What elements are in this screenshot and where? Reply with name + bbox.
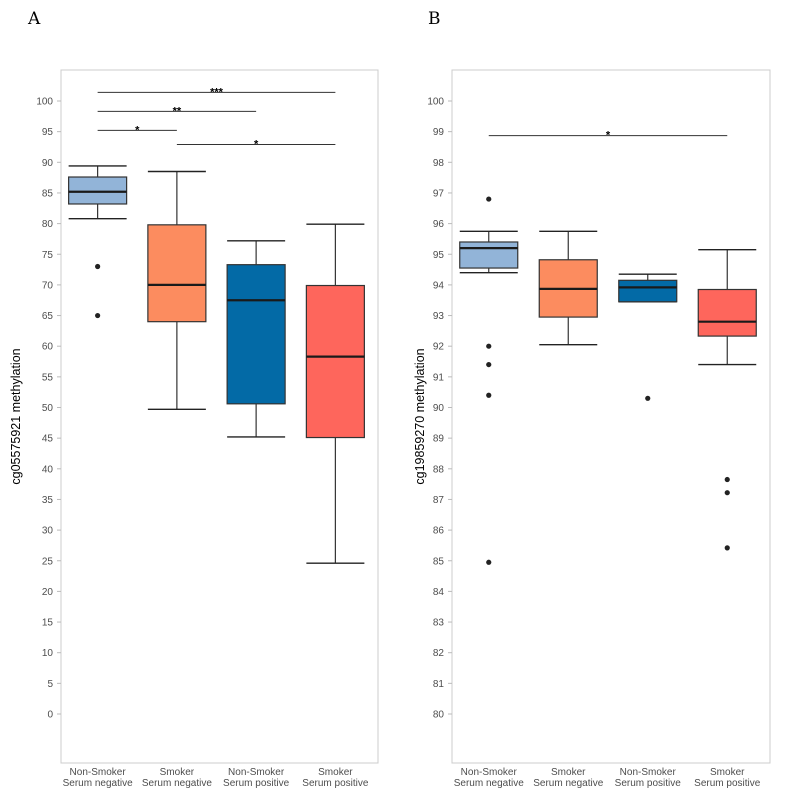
panel-label: B xyxy=(428,9,441,29)
y-tick-label: 96 xyxy=(433,219,445,230)
y-axis-label: cg05575921 methylation xyxy=(9,348,23,484)
x-tick-label: Serum positive xyxy=(302,778,369,789)
y-tick-label: 15 xyxy=(42,618,54,629)
x-tick-label: Smoker xyxy=(318,767,353,778)
y-tick-label: 85 xyxy=(433,556,445,567)
y-tick-label: 75 xyxy=(42,250,54,261)
y-tick-label: 90 xyxy=(42,158,54,169)
significance-label: *** xyxy=(210,86,224,98)
panel-A: A 0 5 10 15 20 25 30 35 40 45 50 55 60 65 70 75 80 85 90 95 1… xyxy=(9,9,379,789)
x-tick-label: Serum positive xyxy=(694,778,761,789)
significance-label: * xyxy=(254,139,259,151)
outlier-point xyxy=(724,476,730,483)
x-tick-label: Non-Smoker xyxy=(461,767,518,778)
x-tick-label: Non-Smoker xyxy=(228,767,285,778)
significance-label: * xyxy=(606,130,611,142)
significance-label: * xyxy=(135,124,140,136)
y-tick-label: 91 xyxy=(433,372,445,383)
box-iqr xyxy=(697,288,757,337)
x-tick-label: Serum positive xyxy=(615,778,682,789)
box-2 xyxy=(147,170,207,411)
y-tick-label: 30 xyxy=(42,526,54,537)
x-tick-label: Serum negative xyxy=(533,778,603,789)
y-axis-label: cg19859270 methylation xyxy=(413,348,427,484)
y-tick-label: 5 xyxy=(47,679,53,690)
x-tick-label: Smoker xyxy=(551,767,586,778)
y-tick-label: 60 xyxy=(42,342,54,353)
y-tick-label: 95 xyxy=(433,250,445,261)
x-tick-label: Smoker xyxy=(160,767,195,778)
y-tick-label: 93 xyxy=(433,311,445,322)
y-tick-label: 85 xyxy=(42,188,54,199)
y-tick-label: 83 xyxy=(433,618,445,629)
y-tick-label: 88 xyxy=(433,464,445,475)
x-tick-label: Serum negative xyxy=(142,778,212,789)
y-tick-label: 94 xyxy=(433,280,445,291)
outlier-point xyxy=(486,559,492,565)
outlier-point xyxy=(486,343,492,349)
x-tick-label: Non-Smoker xyxy=(620,767,677,778)
y-tick-label: 81 xyxy=(433,679,445,690)
y-tick-label: 98 xyxy=(433,158,445,169)
y-tick-label: 95 xyxy=(42,127,54,138)
outlier-point xyxy=(486,392,492,398)
y-tick-label: 70 xyxy=(42,280,54,291)
box-1 xyxy=(459,196,519,565)
y-tick-label: 100 xyxy=(427,97,444,108)
y-tick-label: 100 xyxy=(36,97,53,108)
y-tick-label: 99 xyxy=(433,127,445,138)
box-4 xyxy=(305,223,365,564)
panel-label: A xyxy=(27,9,41,29)
y-tick-label: 20 xyxy=(42,587,54,598)
y-tick-label: 10 xyxy=(42,648,54,659)
x-tick-label: Non-Smoker xyxy=(70,767,127,778)
y-tick-label: 82 xyxy=(433,648,445,659)
box-iqr xyxy=(618,279,678,303)
y-tick-label: 80 xyxy=(433,710,445,721)
y-tick-label: 45 xyxy=(42,434,54,445)
y-tick-label: 65 xyxy=(42,311,54,322)
outlier-point xyxy=(724,490,730,496)
outlier-point xyxy=(724,545,730,551)
box-iqr xyxy=(226,264,286,405)
outlier-point xyxy=(486,196,492,202)
y-tick-label: 97 xyxy=(433,188,445,199)
outlier-point xyxy=(645,395,651,401)
outlier-point xyxy=(95,263,101,270)
x-tick-label: Serum negative xyxy=(454,778,524,789)
y-tick-label: 35 xyxy=(42,495,54,506)
panel-B: B 80 81 82 83 84 85 86 87 88 89 90 91 92 93 94 95 96 97 98 9… xyxy=(413,9,771,789)
box-2 xyxy=(538,230,598,346)
box-iqr xyxy=(305,284,365,439)
box-iqr xyxy=(147,224,207,323)
y-tick-label: 84 xyxy=(433,587,445,598)
y-tick-label: 86 xyxy=(433,526,445,537)
y-tick-label: 87 xyxy=(433,495,445,506)
x-tick-label: Serum negative xyxy=(63,778,133,789)
box-iqr xyxy=(68,176,128,205)
y-tick-label: 92 xyxy=(433,342,445,353)
plot-frame xyxy=(451,69,771,764)
y-tick-label: 40 xyxy=(42,464,54,475)
y-tick-label: 0 xyxy=(47,710,53,721)
box-3 xyxy=(226,240,286,438)
box-3 xyxy=(618,273,678,401)
significance-label: ** xyxy=(173,105,182,117)
y-tick-label: 80 xyxy=(42,219,54,230)
y-tick-label: 50 xyxy=(42,403,54,414)
outlier-point xyxy=(486,361,492,368)
outlier-point xyxy=(95,312,101,319)
box-4 xyxy=(697,248,757,551)
y-tick-label: 90 xyxy=(433,403,445,414)
y-tick-label: 25 xyxy=(42,556,54,567)
y-tick-label: 89 xyxy=(433,434,445,445)
y-tick-label: 55 xyxy=(42,372,54,383)
x-tick-label: Serum positive xyxy=(223,778,290,789)
x-tick-label: Smoker xyxy=(710,767,745,778)
box-1 xyxy=(68,165,128,319)
box-iqr xyxy=(459,241,519,269)
